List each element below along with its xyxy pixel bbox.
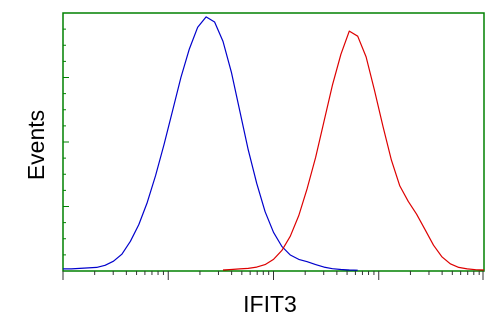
blue-histogram-line [63, 16, 358, 271]
y-axis-ticks [63, 12, 69, 272]
y-axis-label: Events [23, 110, 49, 180]
series-layer [63, 16, 485, 271]
x-axis-label: IFIT3 [243, 291, 297, 317]
x-axis-ticks [62, 271, 484, 280]
red-histogram-line [222, 30, 485, 271]
